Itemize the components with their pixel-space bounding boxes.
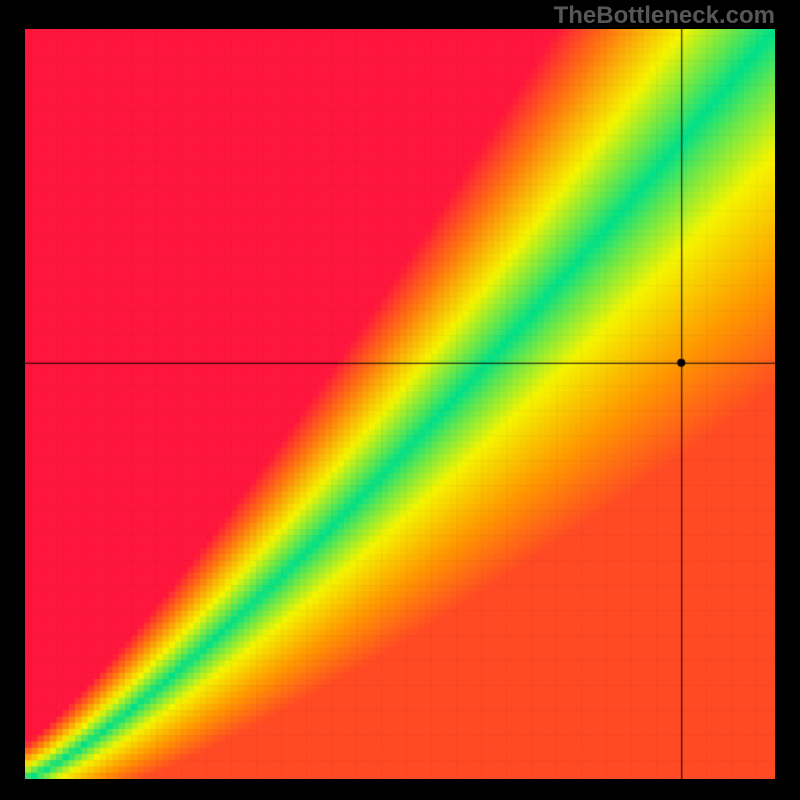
chart-container: TheBottleneck.com [0,0,800,800]
bottleneck-heatmap [25,29,775,779]
watermark-text: TheBottleneck.com [554,2,775,30]
